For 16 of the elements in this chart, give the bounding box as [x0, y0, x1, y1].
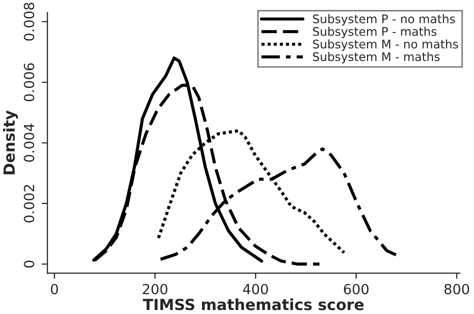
y-tick-label: 0: [24, 260, 34, 268]
x-tick-label: 600: [344, 284, 369, 294]
y-tick-label: 0.002: [24, 184, 34, 222]
legend-label: Subsystem M - no maths: [313, 39, 458, 51]
x-axis-title: TIMSS mathematics score: [142, 298, 364, 310]
x-tick-label: 200: [142, 284, 168, 294]
legend-label: Subsystem P - no maths: [313, 14, 455, 26]
legend-label: Subsystem P - maths: [313, 26, 436, 38]
y-tick-label: 0.006: [24, 63, 34, 102]
x-tick-label: 0: [50, 284, 58, 294]
x-tick-label: 800: [444, 284, 470, 294]
legend-label: Subsystem M - maths: [313, 52, 440, 64]
x-tick-label: 400: [243, 284, 268, 294]
y-tick-label: 0.008: [24, 2, 34, 41]
y-tick-label: 0.004: [24, 124, 34, 162]
y-axis-title: Density: [3, 110, 18, 174]
